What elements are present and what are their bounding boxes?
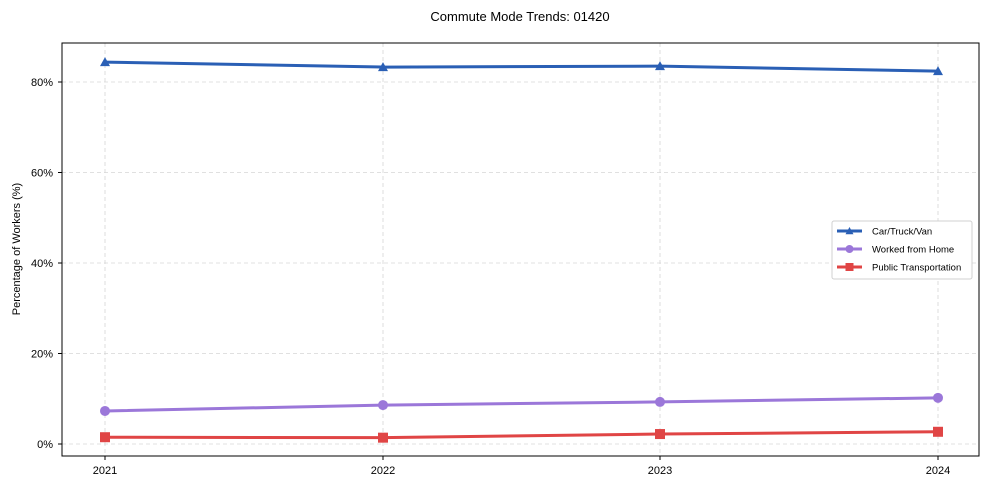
legend-item: Car/Truck/Van <box>837 227 932 238</box>
svg-text:Car/Truck/Van: Car/Truck/Van <box>872 227 932 238</box>
legend: Car/Truck/Van Worked from Home Public Tran… <box>831 220 973 280</box>
y-tick-label: 0% <box>37 439 53 451</box>
chart-title: Commute Mode Trends: 01420 <box>430 9 609 24</box>
y-tick-label: 60% <box>31 168 53 180</box>
svg-text:Worked from Home: Worked from Home <box>872 245 954 256</box>
plot-area <box>61 42 980 457</box>
x-tick-label: 2023 <box>648 465 672 477</box>
x-axis: 2021 2022 2023 2024 <box>93 456 950 477</box>
svg-text:Public Transportation: Public Transportation <box>872 263 961 274</box>
series-lines <box>100 57 943 443</box>
legend-item: Worked from Home <box>837 245 954 256</box>
series-public-transportation <box>100 426 943 443</box>
y-tick-label: 80% <box>31 77 53 89</box>
y-tick-label: 40% <box>31 258 53 270</box>
series-car-truck-van <box>100 57 943 76</box>
x-tick-label: 2024 <box>926 465 950 477</box>
x-tick-label: 2021 <box>93 465 117 477</box>
y-tick-label: 20% <box>31 349 53 361</box>
legend-item: Public Transportation <box>837 263 961 274</box>
x-tick-label: 2022 <box>371 465 395 477</box>
series-worked-from-home <box>100 392 943 416</box>
y-axis-label: Percentage of Workers (%) <box>11 183 23 315</box>
y-axis: 0% 20% 40% 60% 80% <box>31 77 62 451</box>
